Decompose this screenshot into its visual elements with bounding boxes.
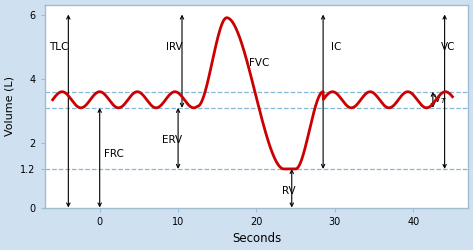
Text: V$_T$: V$_T$ [433, 92, 447, 106]
Text: FRC: FRC [104, 150, 123, 160]
Text: IRV: IRV [166, 42, 183, 52]
Y-axis label: Volume (L): Volume (L) [5, 76, 15, 136]
Text: ERV: ERV [162, 135, 183, 145]
Text: FVC: FVC [249, 58, 269, 68]
Text: IC: IC [331, 42, 342, 52]
Text: RV: RV [281, 186, 295, 196]
Text: VC: VC [441, 42, 455, 52]
Text: TLC: TLC [49, 42, 68, 52]
X-axis label: Seconds: Seconds [232, 232, 281, 245]
